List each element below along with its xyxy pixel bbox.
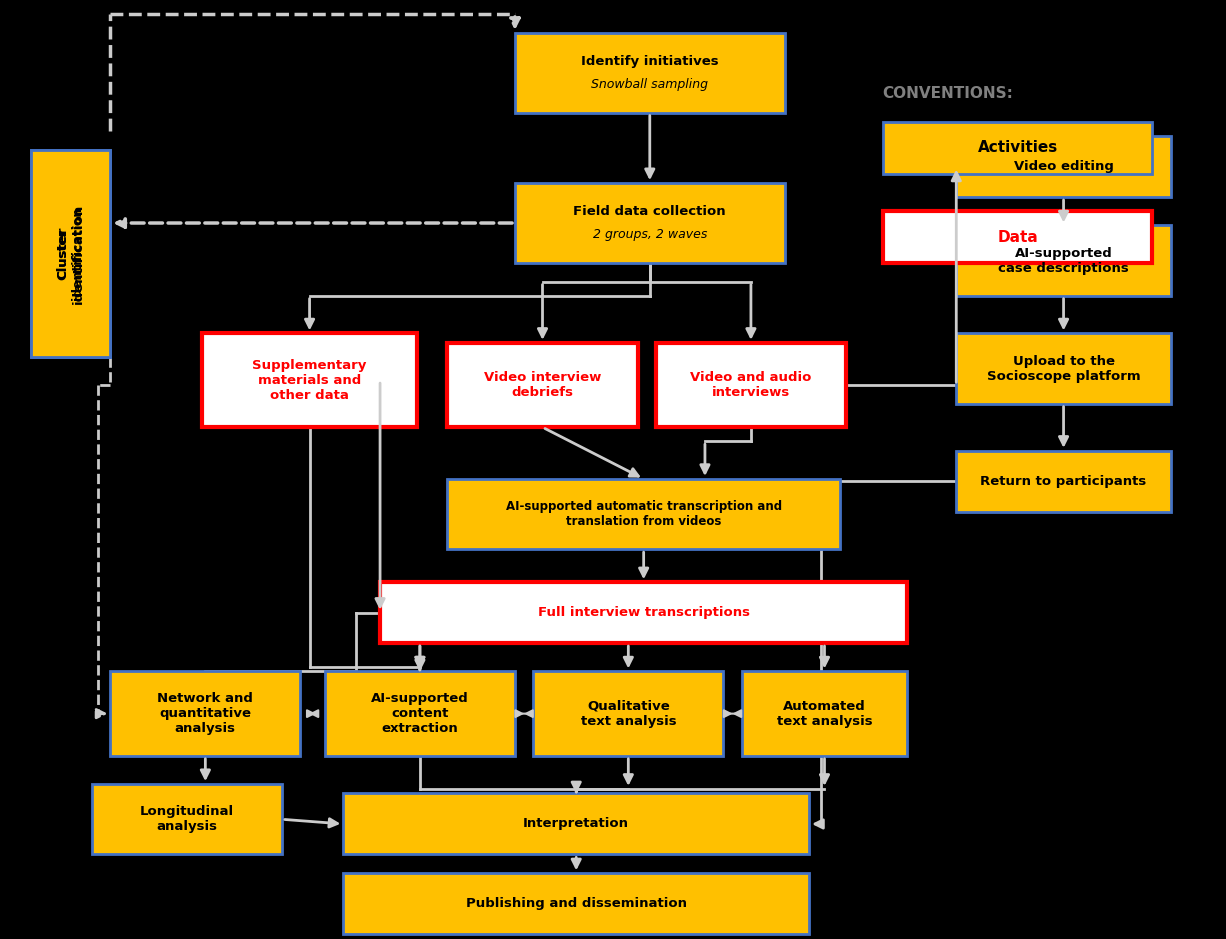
FancyBboxPatch shape [656, 343, 846, 427]
Text: Network and
quantitative
analysis: Network and quantitative analysis [157, 692, 254, 735]
FancyBboxPatch shape [31, 150, 110, 357]
Text: Video interview
debriefs: Video interview debriefs [484, 371, 601, 399]
Text: Automated
text analysis: Automated text analysis [777, 700, 872, 728]
Text: Full interview transcriptions: Full interview transcriptions [538, 607, 749, 619]
FancyBboxPatch shape [447, 343, 638, 427]
Text: Video and audio
interviews: Video and audio interviews [690, 371, 812, 399]
FancyBboxPatch shape [956, 136, 1171, 197]
Text: Return to participants: Return to participants [981, 475, 1146, 487]
Text: Activities: Activities [977, 141, 1058, 155]
FancyBboxPatch shape [447, 479, 840, 549]
FancyBboxPatch shape [742, 671, 907, 756]
FancyBboxPatch shape [956, 225, 1171, 296]
FancyBboxPatch shape [515, 33, 785, 113]
FancyBboxPatch shape [110, 671, 300, 756]
Text: Identify initiatives: Identify initiatives [581, 55, 718, 68]
Text: AI-supported
case descriptions: AI-supported case descriptions [998, 247, 1129, 274]
FancyBboxPatch shape [883, 211, 1152, 263]
FancyBboxPatch shape [883, 122, 1152, 174]
FancyBboxPatch shape [515, 183, 785, 263]
FancyBboxPatch shape [92, 784, 282, 854]
Text: Supplementary
materials and
other data: Supplementary materials and other data [253, 359, 367, 402]
Text: Upload to the
Socioscope platform: Upload to the Socioscope platform [987, 355, 1140, 382]
Text: Publishing and dissemination: Publishing and dissemination [466, 898, 687, 910]
Text: Cluster
identification: Cluster identification [56, 207, 85, 300]
Text: Field data collection: Field data collection [574, 206, 726, 218]
Text: Cluster
identification: Cluster identification [56, 204, 85, 303]
FancyBboxPatch shape [343, 873, 809, 934]
Text: Qualitative
text analysis: Qualitative text analysis [581, 700, 676, 728]
Text: Interpretation: Interpretation [524, 818, 629, 830]
Text: AI-supported automatic transcription and
translation from videos: AI-supported automatic transcription and… [505, 500, 782, 528]
FancyBboxPatch shape [956, 333, 1171, 404]
FancyBboxPatch shape [202, 333, 417, 427]
Text: Video editing: Video editing [1014, 161, 1113, 173]
Text: 2 groups, 2 waves: 2 groups, 2 waves [592, 228, 707, 240]
FancyBboxPatch shape [343, 793, 809, 854]
Text: Snowball sampling: Snowball sampling [591, 78, 709, 90]
Text: CONVENTIONS:: CONVENTIONS: [883, 86, 1014, 101]
Text: Longitudinal
analysis: Longitudinal analysis [140, 806, 234, 833]
FancyBboxPatch shape [325, 671, 515, 756]
FancyBboxPatch shape [380, 582, 907, 643]
FancyBboxPatch shape [31, 150, 110, 357]
FancyBboxPatch shape [533, 671, 723, 756]
Text: AI-supported
content
extraction: AI-supported content extraction [371, 692, 468, 735]
Text: Data: Data [997, 230, 1038, 244]
FancyBboxPatch shape [956, 451, 1171, 512]
